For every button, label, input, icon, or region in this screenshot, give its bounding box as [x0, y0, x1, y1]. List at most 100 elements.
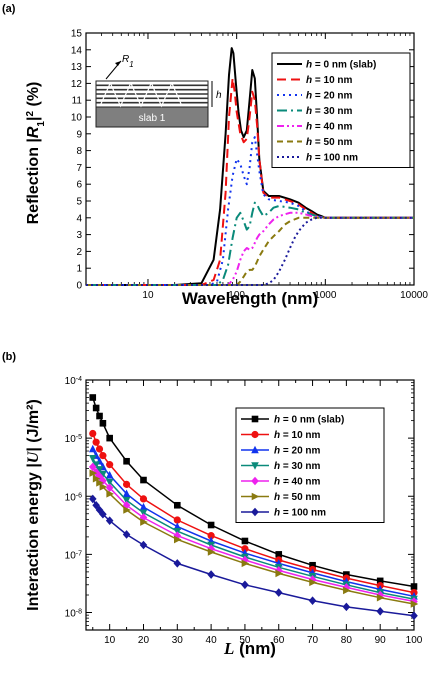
chart-a-y-axis-label: Reflection |R1|2 (%): [25, 82, 47, 225]
chart-a-legend-label-1: h = 10 nm: [306, 75, 353, 86]
chart-a-y-tick-label: 4: [76, 213, 82, 224]
chart-b-x-axis-label: L (nm): [223, 639, 276, 658]
chart-b-series-5-point: [96, 479, 104, 487]
chart-b-series-5-point: [89, 469, 98, 477]
chart-b-series-1-point: [207, 532, 215, 540]
chart-b-series-5-point: [106, 490, 114, 498]
chart-b-series-6-point: [241, 580, 249, 590]
chart-b-series-1-point: [92, 438, 100, 446]
chart-b-series-1-point: [89, 429, 97, 438]
chart-a-legend-label-3: h = 30 nm: [306, 106, 353, 117]
chart-b-series-6-point: [274, 588, 283, 597]
chart-b-series-2-point: [88, 444, 97, 453]
chart-b-x-tick-label: 50: [239, 635, 251, 646]
chart-b-series-0-point: [241, 537, 249, 545]
chart-b-series-6-point: [122, 530, 131, 539]
chart-b-x-tick-label: 90: [375, 635, 387, 646]
chart-b-series-6-point: [88, 494, 97, 504]
chart-b-x-tick-label: 70: [307, 635, 319, 646]
chart-b-series-1-point: [139, 495, 148, 503]
chart-b-series-6-point: [105, 516, 114, 525]
chart-b-y-tick-label: 10-4: [65, 376, 82, 388]
chart-b-series-0-point: [173, 501, 181, 509]
chart-b-series-5-point: [410, 600, 419, 608]
chart-b-series: [88, 394, 419, 621]
chart-a-inset-thickness-label: h: [216, 90, 222, 101]
chart-b-series-0-point: [410, 583, 418, 590]
chart-b-series-5-point: [376, 593, 385, 602]
chart-b-legend-label-3: h = 30 nm: [274, 461, 321, 472]
chart-a-x-tick-label: 100: [228, 290, 245, 301]
chart-a-y-tick-label: 6: [76, 180, 82, 191]
chart-b-x-tick-label: 40: [206, 635, 218, 646]
chart-b-legend-marker-4: [251, 476, 259, 486]
chart-a-inset-incident-label: R1: [122, 54, 134, 69]
chart-b-x-tick-label: 20: [138, 635, 150, 646]
chart-b-series-4-point: [105, 483, 114, 493]
chart-b-y-tick-label: 10-7: [65, 550, 82, 562]
chart-b-x-tick-label: 60: [273, 635, 285, 646]
chart-a-legend-box: [271, 52, 411, 168]
chart-b-series-5-point: [309, 578, 317, 587]
chart-b-legend-label-2: h = 20 nm: [274, 446, 321, 457]
chart-b-series-6-point: [308, 596, 317, 605]
chart-b-series-6-point: [410, 611, 418, 621]
chart-b-series-2-point: [105, 470, 114, 479]
chart-b-legend-marker-0: [251, 415, 259, 423]
chart-a-legend-label-6: h = 100 nm: [306, 153, 358, 164]
chart-b-series-6-point: [342, 602, 351, 612]
chart-b-series-0-point: [89, 394, 97, 401]
chart-a-x-tick-label: 10: [142, 290, 154, 301]
chart-b-series-0-point: [309, 561, 316, 569]
chart-b-series-5-point: [92, 474, 101, 483]
chart-b-series-0-point: [106, 434, 113, 442]
chart-b-series-1-point: [106, 461, 114, 469]
chart-a-y-tick-label: 15: [71, 29, 83, 40]
chart-b-series-5-point: [343, 586, 351, 595]
chart-a-y-tick-label: 12: [71, 79, 83, 90]
chart-a-inset-arrowhead: [115, 61, 121, 66]
chart-a-y-tick-label: 10: [71, 113, 83, 124]
chart-b-series-4-point: [207, 544, 215, 554]
chart-a-y-tick-label: 14: [71, 45, 83, 56]
chart-b-x-tick-label: 80: [341, 635, 353, 646]
chart-a-legend-label-2: h = 20 nm: [306, 91, 353, 102]
chart-b-legend-label-5: h = 50 nm: [274, 492, 321, 503]
chart-a-y-tick-label: 2: [76, 247, 82, 258]
chart-b-series-6-point: [207, 570, 215, 579]
chart-a-x-tick-label: 10000: [400, 290, 428, 301]
chart-a-y-tick-label: 7: [76, 163, 82, 174]
chart-b-series-3-point: [122, 497, 131, 505]
chart-b-series-6-point: [99, 509, 107, 519]
chart-a-legend-label-5: h = 50 nm: [306, 137, 353, 148]
chart-a-x-axis-label: Wavelength (nm): [182, 289, 318, 308]
chart-b-series-2-point: [122, 489, 131, 498]
chart-a-legend: h = 0 nm (slab) h = 10 nm h = 20 nm h = 30 …: [271, 52, 411, 168]
chart-b: 10 20 30 40 50 60 70 80 90 100 10-4 10-5 10-6 10-7 10-…: [25, 376, 423, 659]
chart-b-series-5-point: [99, 483, 108, 491]
chart-a-x-tick-label: 1000: [314, 290, 337, 301]
chart-b-series-3-point: [105, 478, 114, 487]
chart-b-series-3-point: [92, 461, 100, 469]
chart-b-series-2-point: [139, 502, 148, 511]
chart-a-y-tick-label: 0: [76, 281, 82, 292]
chart-a-series-line-5: [86, 216, 414, 286]
chart-b-series-6-point: [139, 540, 148, 550]
chart-b-x-tick-label: 30: [172, 635, 184, 646]
panel-b-label: (b): [2, 351, 16, 363]
chart-b-legend-marker-6: [251, 507, 259, 517]
chart-b-x-tick-label: 10: [104, 635, 116, 646]
chart-b-series-0-point: [343, 571, 350, 578]
chart-b-y-tick-label: 10-6: [65, 492, 82, 504]
chart-b-series-0-point: [99, 419, 107, 427]
chart-b-legend-marker-2: [251, 445, 259, 454]
chart-a-y-tick-label: 1: [76, 264, 82, 275]
chart-a-y-tick-label: 5: [76, 197, 82, 208]
chart-a-inset-slab-label: slab 1: [139, 113, 166, 124]
chart-a-series: [86, 47, 414, 286]
chart-b-series-1-point: [99, 452, 107, 460]
chart-b-series-0-point: [96, 412, 103, 420]
chart-b-series-0-point: [92, 404, 100, 412]
